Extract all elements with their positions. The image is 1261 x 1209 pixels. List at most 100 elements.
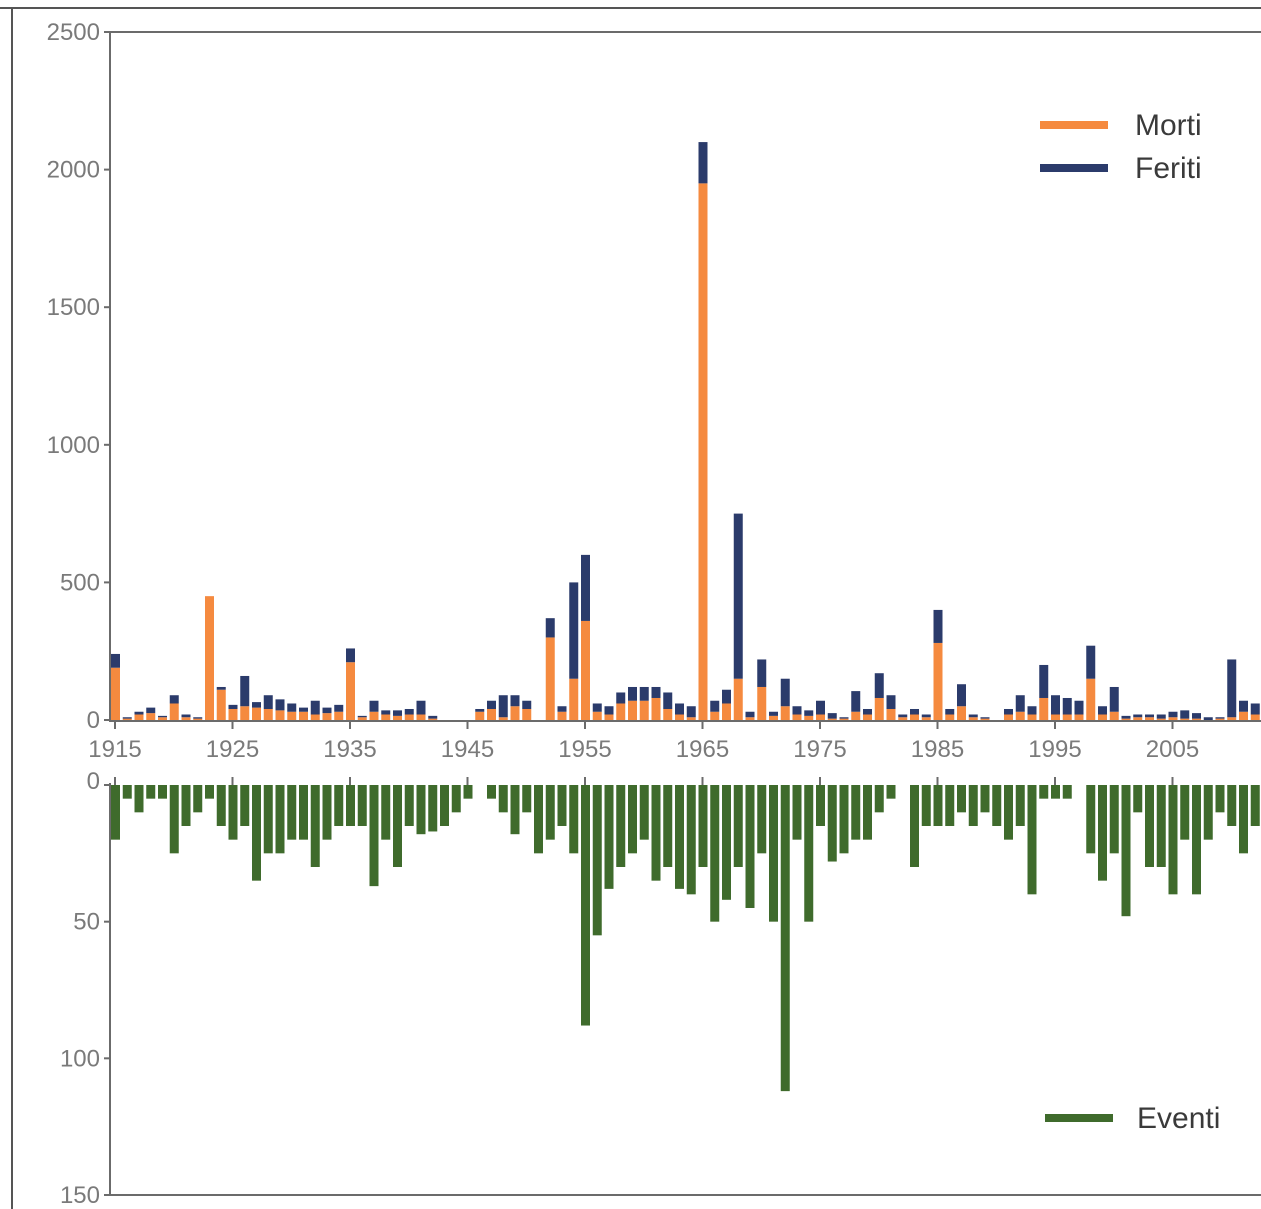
- bottom-y-ticks: 0 50 100 150: [60, 768, 110, 1209]
- bar-feriti-1982: [898, 714, 908, 718]
- bar-morti-1919: [158, 717, 167, 720]
- bar-morti-1960: [639, 700, 649, 720]
- bar-feriti-1994: [1039, 664, 1049, 698]
- bar-eventi-1977: [839, 785, 849, 854]
- bar-eventi-2003: [1145, 785, 1154, 867]
- bar-eventi-1928: [263, 785, 273, 854]
- bar-morti-1921: [181, 717, 191, 720]
- bar-eventi-1963: [675, 785, 684, 889]
- top-ytick-label-1000: 1000: [47, 432, 100, 459]
- bar-feriti-1925: [228, 704, 238, 709]
- bar-feriti-2003: [1145, 714, 1154, 718]
- bar-eventi-2002: [1133, 785, 1143, 813]
- bar-feriti-1939: [393, 710, 402, 716]
- top-ytick-label-2500: 2500: [47, 19, 100, 46]
- bar-feriti-1974: [804, 710, 814, 716]
- bar-eventi-1969: [745, 785, 755, 908]
- bar-eventi-2006: [1180, 785, 1190, 840]
- bar-morti-1965: [698, 183, 708, 721]
- bar-feriti-1922: [193, 717, 203, 719]
- bar-morti-1954: [569, 678, 579, 720]
- bar-eventi-1961: [651, 785, 661, 881]
- bar-morti-1968: [733, 678, 743, 720]
- bar-morti-2009: [1215, 718, 1225, 720]
- bar-eventi-1931: [299, 785, 308, 840]
- bar-eventi-1996: [1062, 785, 1072, 799]
- bar-eventi-1998: [1086, 785, 1096, 854]
- legend-label-feriti: Feriti: [1135, 152, 1202, 185]
- bar-feriti-1987: [957, 684, 966, 707]
- bar-morti-1998: [1086, 678, 1096, 720]
- xtick-label-1995: 1995: [1028, 736, 1081, 763]
- bar-eventi-1971: [769, 785, 778, 922]
- bar-morti-1959: [628, 700, 637, 720]
- bar-feriti-1930: [287, 703, 297, 712]
- bar-eventi-2008: [1203, 785, 1213, 840]
- bar-eventi-1924: [216, 785, 226, 826]
- bar-morti-1926: [240, 706, 250, 720]
- bar-morti-1922: [193, 718, 203, 720]
- bar-morti-1994: [1039, 697, 1049, 720]
- bar-eventi-1927: [252, 785, 261, 881]
- bar-feriti-1995: [1051, 695, 1060, 715]
- top-bars: [111, 142, 1260, 721]
- bar-eventi-2000: [1109, 785, 1119, 854]
- xtick-label-2005: 2005: [1146, 736, 1199, 763]
- bar-feriti-1966: [710, 700, 720, 712]
- bar-feriti-2010: [1227, 659, 1237, 718]
- bar-eventi-1994: [1039, 785, 1049, 799]
- bar-feriti-1931: [299, 707, 308, 712]
- bar-morti-2000: [1109, 711, 1119, 720]
- bar-eventi-1951: [534, 785, 543, 854]
- bar-morti-1931: [299, 711, 308, 720]
- bar-feriti-1986: [945, 708, 955, 715]
- xtick-label-1915: 1915: [88, 736, 141, 763]
- bar-morti-1918: [146, 713, 156, 720]
- bar-eventi-1920: [169, 785, 179, 854]
- bar-eventi-2004: [1156, 785, 1166, 867]
- top-ytick-label-0: 0: [87, 707, 100, 734]
- bar-feriti-1971: [769, 711, 778, 716]
- bar-eventi-1970: [757, 785, 767, 854]
- bar-eventi-1941: [416, 785, 426, 835]
- bar-feriti-1927: [252, 702, 261, 708]
- bar-feriti-1977: [839, 717, 849, 719]
- bar-feriti-1921: [181, 714, 191, 718]
- bar-morti-1978: [851, 711, 861, 720]
- bar-morti-1970: [757, 686, 767, 720]
- bar-eventi-1915: [111, 785, 120, 840]
- bar-feriti-1984: [921, 714, 931, 718]
- bar-eventi-1960: [639, 785, 649, 840]
- bar-morti-1932: [310, 714, 320, 720]
- bar-feriti-1960: [639, 686, 649, 701]
- bar-eventi-1926: [240, 785, 250, 826]
- bar-feriti-1936: [357, 715, 367, 718]
- bar-feriti-1989: [980, 717, 990, 719]
- bar-feriti-1992: [1015, 695, 1025, 712]
- bar-morti-1996: [1062, 714, 1072, 720]
- bar-eventi-2012: [1250, 785, 1260, 826]
- bar-feriti-1948: [498, 695, 508, 718]
- bar-morti-1969: [745, 717, 755, 720]
- bar-eventi-1950: [522, 785, 532, 813]
- bar-eventi-2009: [1215, 785, 1225, 813]
- bar-eventi-1919: [158, 785, 167, 799]
- bar-eventi-1942: [428, 785, 438, 832]
- bar-morti-1916: [122, 718, 132, 720]
- bar-morti-1983: [910, 714, 919, 720]
- bar-feriti-1975: [816, 700, 825, 715]
- bar-eventi-1992: [1015, 785, 1025, 826]
- bar-morti-2003: [1145, 717, 1154, 720]
- bar-eventi-2005: [1168, 785, 1178, 895]
- bar-feriti-1964: [686, 706, 696, 718]
- bar-eventi-1936: [357, 785, 367, 826]
- bar-eventi-1944: [451, 785, 461, 813]
- bar-feriti-1978: [851, 691, 861, 712]
- bar-morti-2005: [1168, 717, 1178, 720]
- bar-feriti-1969: [745, 711, 755, 718]
- bar-morti-1957: [604, 714, 614, 720]
- bar-eventi-1947: [487, 785, 496, 799]
- bar-feriti-1919: [158, 715, 167, 718]
- bar-morti-1984: [921, 717, 931, 720]
